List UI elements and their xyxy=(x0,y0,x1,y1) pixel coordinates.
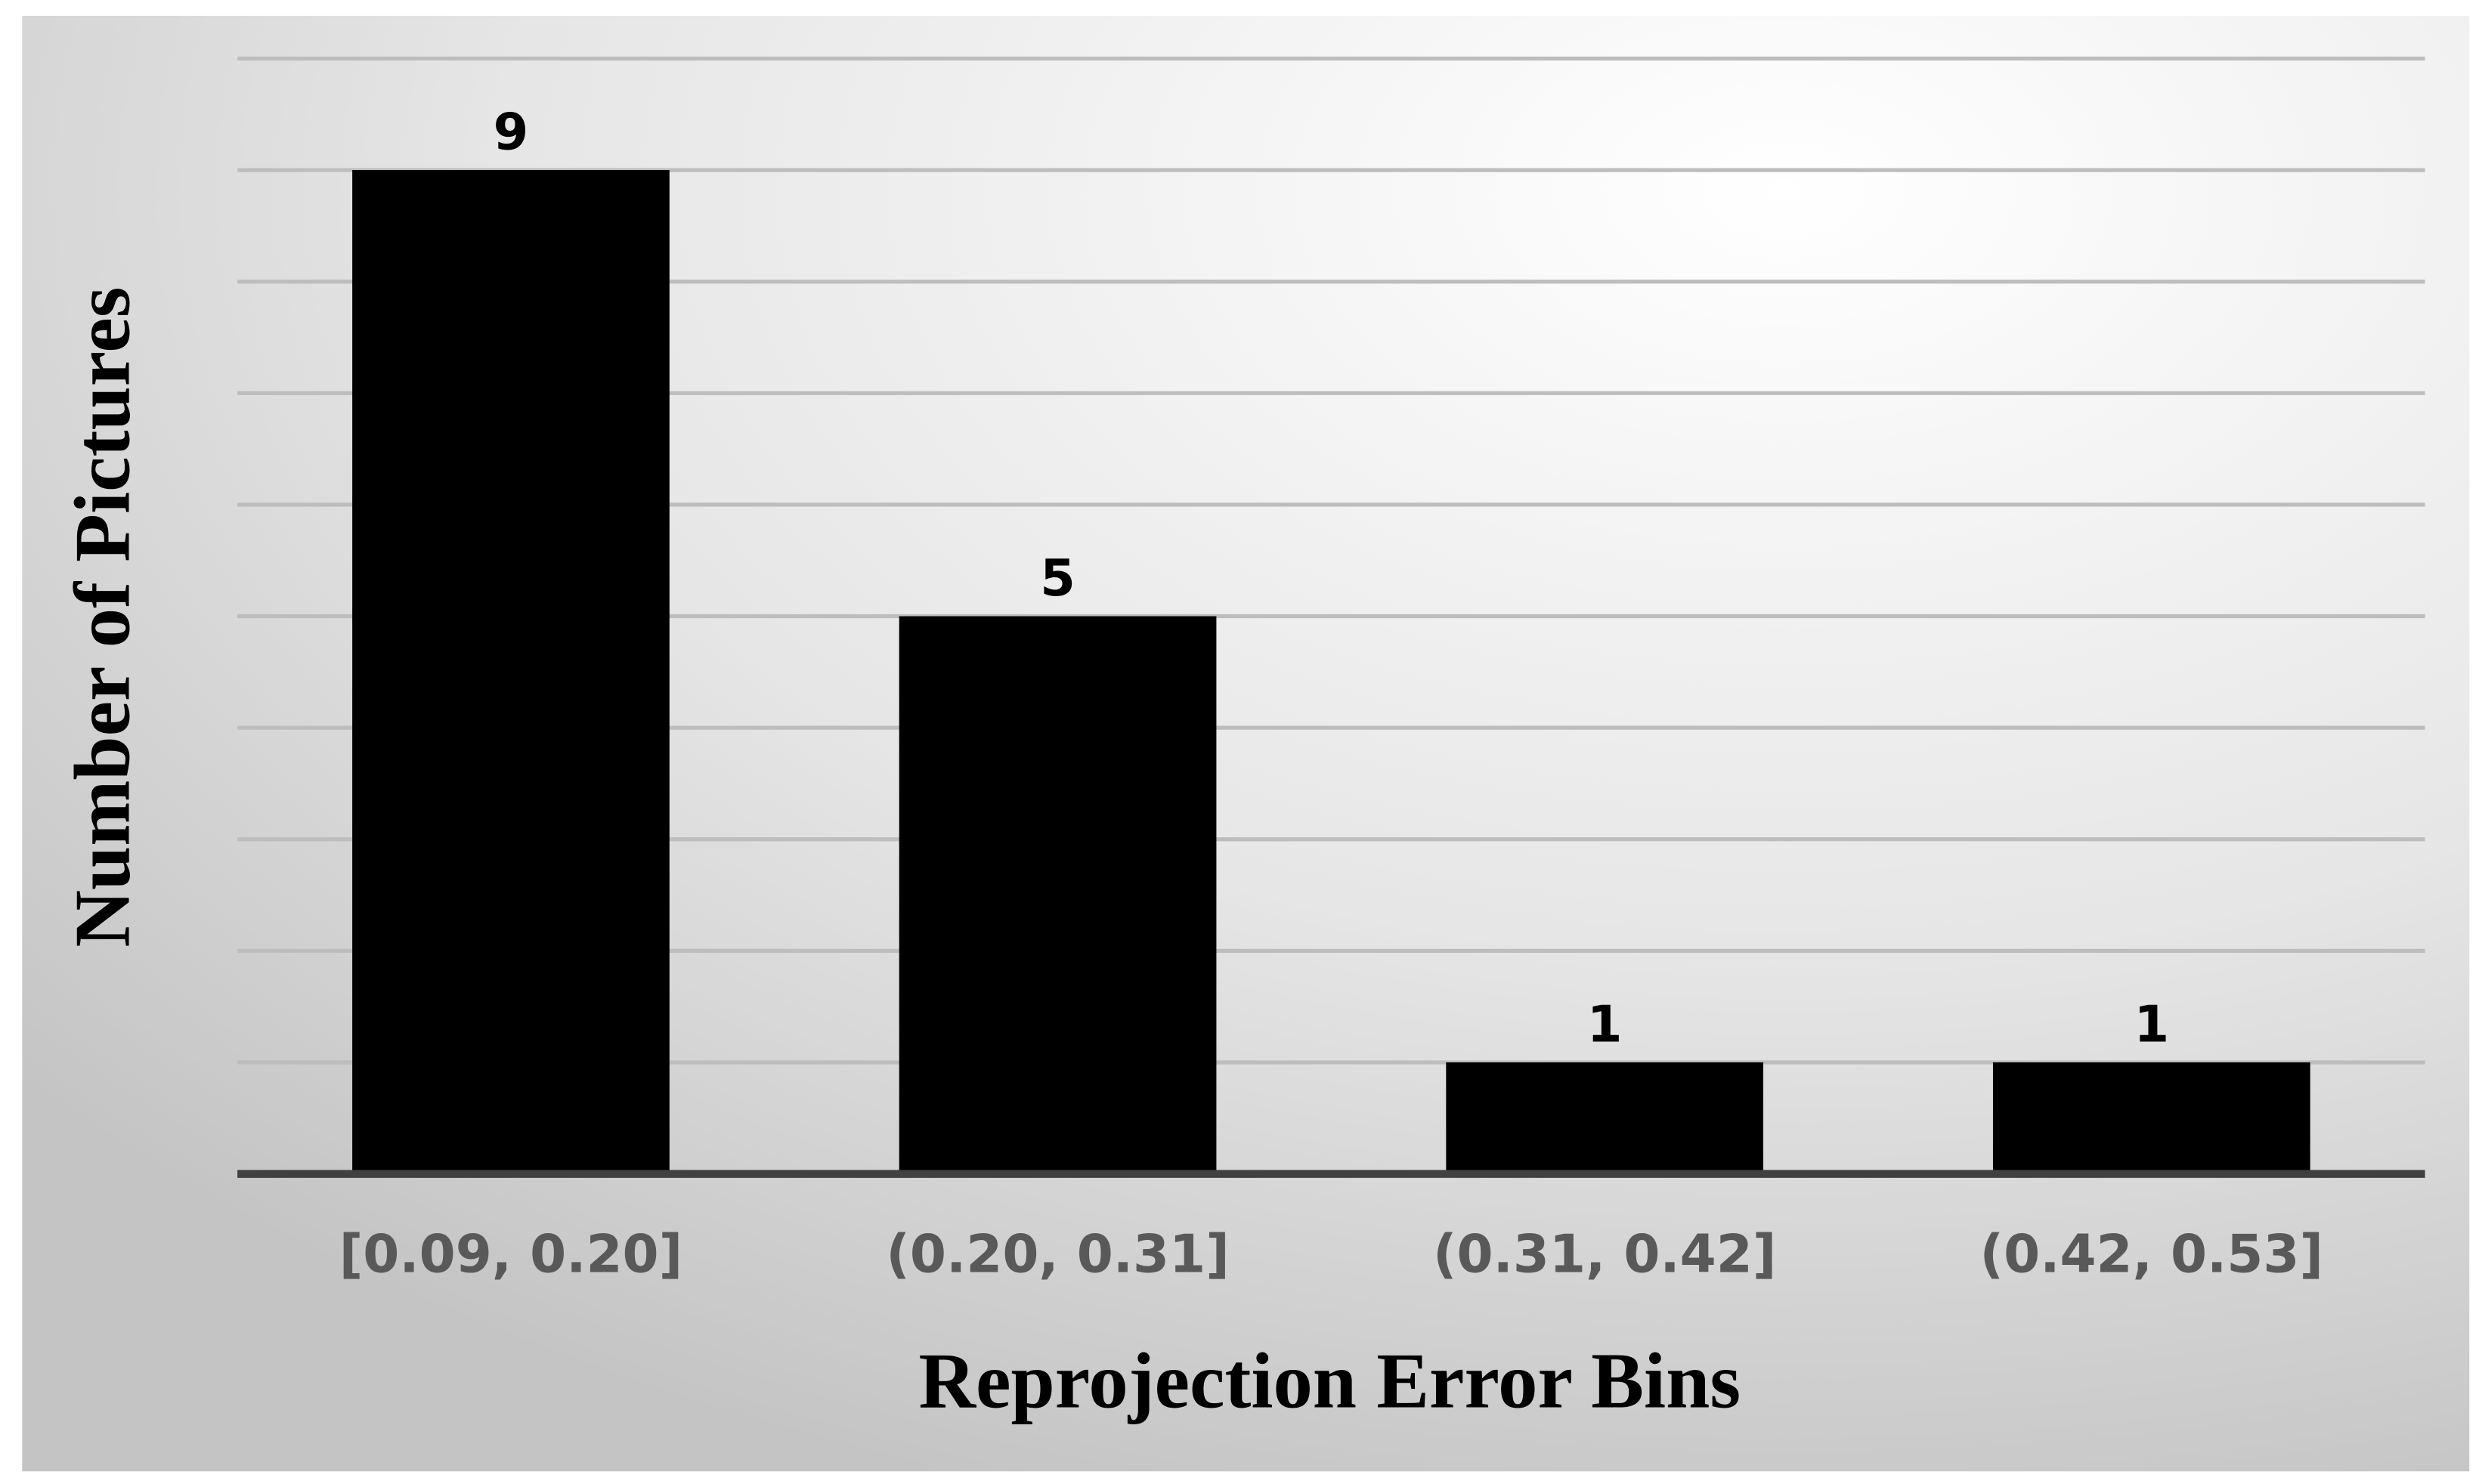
bar xyxy=(1446,1062,1764,1174)
x-tick-label: (0.31, 0.42] xyxy=(1433,1225,1776,1285)
y-axis-title: Number of Pictures xyxy=(59,287,147,948)
x-axis-title: Reprojection Error Bins xyxy=(918,1337,1741,1424)
x-tick-label: [0.09, 0.20] xyxy=(339,1225,682,1285)
bar xyxy=(1992,1062,2310,1174)
bar xyxy=(899,616,1217,1174)
bar xyxy=(352,170,670,1174)
x-tick-label: (0.42, 0.53] xyxy=(1980,1225,2323,1285)
value-label: 1 xyxy=(1587,994,1623,1053)
value-label: 5 xyxy=(1040,549,1075,608)
value-label: 9 xyxy=(494,103,529,162)
x-tick-label: (0.20, 0.31] xyxy=(886,1225,1229,1285)
value-label: 1 xyxy=(2134,994,2169,1053)
